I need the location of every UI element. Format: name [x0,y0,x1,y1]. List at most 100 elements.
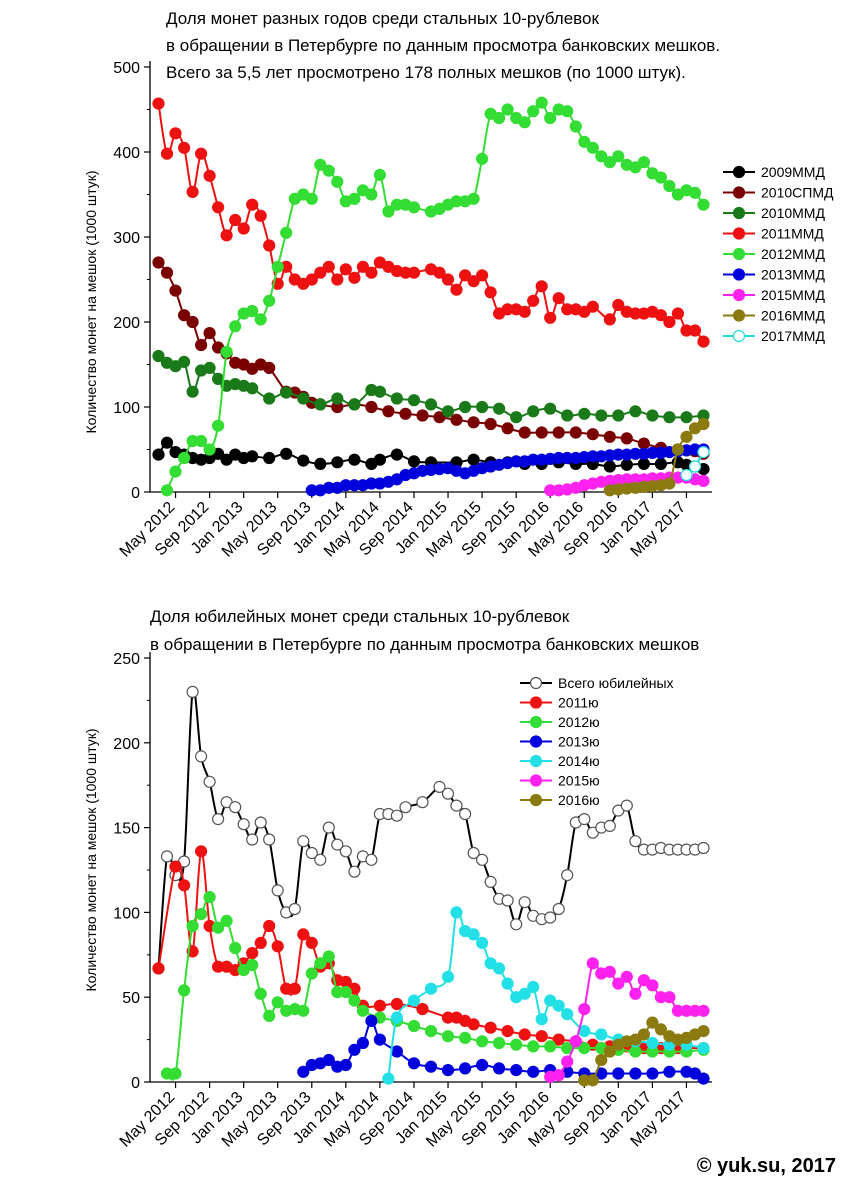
data-point [365,1014,378,1028]
data-point [459,269,472,282]
data-point [535,280,548,293]
data-point [373,1033,386,1046]
legend-marker [732,288,746,302]
data-point [263,451,276,465]
data-point [527,1065,540,1078]
data-point [356,1036,369,1050]
data-point [246,382,259,395]
data-point [424,982,438,995]
data-point [680,411,693,424]
data-point [467,275,480,288]
data-point [510,411,523,424]
data-point [246,198,259,211]
data-point [663,411,676,424]
data-point [373,168,386,181]
data-point [697,1041,710,1055]
data-point [263,392,276,405]
data-point [697,1072,710,1085]
data-point [586,1074,599,1087]
data-point [578,407,591,420]
data-point [501,103,514,116]
data-point [671,307,685,320]
data-point [620,458,633,471]
data-point [484,1021,497,1034]
y-tick-label: 150 [113,821,140,838]
data-point [450,283,463,296]
legend-marker [732,206,746,220]
data-point [160,850,174,863]
data-point [195,845,208,858]
data-point [561,1055,574,1068]
data-point [365,400,378,414]
y-axis-label: Количество монет на мешок (1000 штук) [83,171,99,434]
data-point [390,997,403,1011]
data-point [390,392,403,405]
data-point [467,416,480,429]
data-point [271,940,284,953]
data-point [407,201,421,214]
data-point [246,304,259,318]
data-point [297,1004,310,1017]
data-point [373,999,386,1012]
data-point [152,256,165,269]
data-point [407,994,421,1007]
data-point [263,239,276,252]
legend-marker [529,774,543,787]
data-point [518,116,531,129]
data-point [348,1043,361,1056]
data-point [552,902,565,916]
data-point [450,906,463,919]
data-point [561,409,574,422]
data-point [697,335,710,348]
series-group [160,96,710,497]
data-point [160,484,174,497]
data-point [314,158,327,171]
data-point [441,405,455,418]
data-point [603,819,616,833]
data-point [493,1062,506,1075]
data-point [195,147,208,160]
series-group [680,446,710,482]
data-point [646,409,659,422]
data-point [510,918,523,931]
legend-label: 2013ю [558,734,600,750]
data-point [697,446,710,459]
data-point [612,977,625,990]
y-tick-label: 200 [113,315,140,332]
data-point [441,787,455,800]
legend-marker [732,329,746,343]
data-point [510,1038,523,1051]
legend: 2009ММД 2010СПМД 2010ММД 2011ММД 2012ММД 2013… [723,164,834,344]
data-point [629,835,642,848]
data-point [595,150,608,163]
data-point [535,1013,548,1026]
series-group [152,349,710,424]
series-group [297,1014,710,1085]
legend-label: 2010ММД [761,205,825,221]
data-point [280,386,293,399]
data-point [220,914,233,928]
series-group [160,890,710,1081]
data-point [339,985,352,999]
data-point [493,962,506,975]
data-point [620,799,633,812]
data-point [407,1057,421,1070]
data-point [322,164,335,177]
data-point [544,1040,557,1053]
data-point [493,1036,506,1050]
data-point [297,454,310,467]
data-point [476,936,489,950]
legend-label: 2017ММД [761,328,825,344]
data-point [297,835,310,848]
data-point [339,263,352,276]
data-point [552,426,565,439]
series-group [544,957,710,1084]
data-point [646,1016,659,1029]
data-point [671,443,685,456]
data-point [510,1063,523,1077]
data-point [254,936,267,950]
data-point [356,1004,369,1017]
data-point [186,685,199,699]
data-point [288,902,301,916]
